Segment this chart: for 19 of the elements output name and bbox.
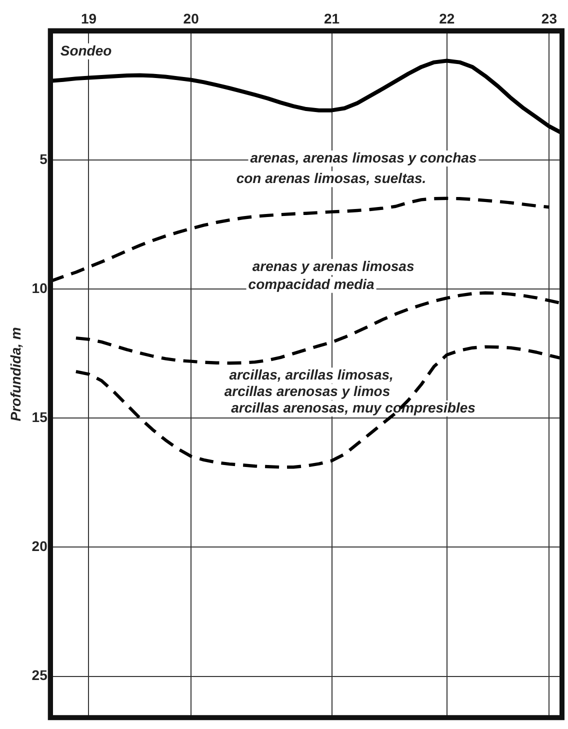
annotation: compacidad media [248, 276, 375, 292]
annotation: arenas y arenas limosas [252, 258, 414, 274]
y-tick-label: 10 [32, 280, 48, 296]
annotation: arcillas arenosas y limos [224, 382, 390, 399]
annotation: con arenas limosas, sueltas. [236, 170, 426, 186]
x-tick-label: 20 [183, 10, 200, 26]
y-tick-label: 5 [40, 150, 48, 167]
y-axis-title: Profundida, m [7, 327, 24, 422]
x-tick-label: 21 [324, 10, 340, 26]
y-tick-label: 20 [32, 538, 48, 554]
x-tick-label: 19 [80, 10, 97, 26]
y-tick-label: 15 [32, 408, 48, 425]
annotation: Sondeo [60, 42, 112, 58]
annotation: arcillas arenosas, muy compresibles [231, 399, 476, 416]
x-tick-label: 23 [541, 10, 558, 26]
y-tick-label: 25 [32, 667, 48, 684]
annotation: arenas, arenas limosas y conchas [250, 149, 477, 166]
annotation: arcillas, arcillas limosas, [229, 366, 394, 382]
x-tick-label: 22 [439, 10, 455, 26]
